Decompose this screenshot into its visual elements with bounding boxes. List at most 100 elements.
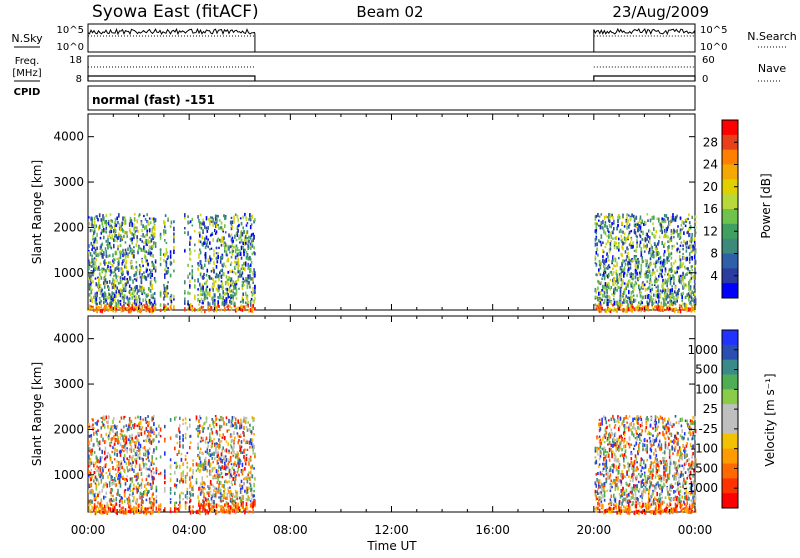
- scatter-cell: [614, 241, 616, 245]
- scatter-cell: [134, 227, 136, 230]
- scatter-cell: [630, 266, 632, 269]
- scatter-cell: [121, 497, 123, 499]
- scatter-cell: [596, 448, 598, 452]
- scatter-cell: [689, 257, 691, 261]
- scatter-cell: [605, 296, 607, 299]
- scatter-cell: [608, 308, 610, 312]
- scatter-cell: [676, 242, 678, 244]
- scatter-cell: [145, 256, 147, 260]
- scatter-cell: [621, 230, 623, 233]
- scatter-cell: [645, 288, 647, 292]
- scatter-cell: [137, 230, 139, 233]
- scatter-cell: [247, 276, 249, 279]
- scatter-cell: [192, 459, 194, 461]
- scatter-cell: [187, 303, 189, 306]
- scatter-cell: [137, 289, 139, 292]
- scatter-cell: [614, 291, 616, 295]
- scatter-cell: [126, 475, 128, 477]
- scatter-cell: [197, 446, 199, 449]
- scatter-cell: [146, 483, 148, 485]
- scatter-cell: [678, 290, 680, 292]
- scatter-cell: [132, 455, 134, 458]
- scatter-cell: [145, 417, 147, 421]
- scatter-cell: [128, 309, 130, 313]
- scatter-cell: [182, 462, 184, 466]
- scatter-cell: [107, 235, 109, 238]
- scatter-cell: [236, 425, 238, 429]
- scatter-cell: [611, 240, 613, 242]
- scatter-cell: [207, 449, 209, 451]
- scatter-cell: [149, 245, 151, 248]
- scatter-cell: [685, 268, 687, 270]
- scatter-cell: [247, 477, 249, 480]
- scatter-cell: [227, 248, 229, 251]
- scatter-cell: [146, 421, 148, 423]
- scatter-cell: [179, 424, 181, 427]
- scatter-cell: [91, 261, 93, 264]
- scatter-cell: [132, 440, 134, 443]
- scatter-cell: [114, 458, 116, 460]
- scatter-cell: [625, 309, 627, 313]
- scatter-cell: [148, 490, 150, 493]
- scatter-cell: [232, 467, 234, 470]
- scatter-cell: [651, 281, 653, 283]
- scatter-cell: [102, 256, 104, 259]
- scatter-cell: [223, 236, 225, 240]
- scatter-cell: [125, 482, 127, 485]
- scatter-cell: [633, 288, 635, 291]
- scatter-cell: [627, 284, 629, 288]
- scatter-cell: [126, 510, 128, 514]
- scatter-cell: [167, 251, 169, 253]
- scatter-cell: [213, 500, 215, 504]
- nsearch-tick-top: 10^5: [700, 25, 727, 36]
- scatter-cell: [204, 309, 206, 313]
- scatter-cell: [167, 295, 169, 298]
- scatter-cell: [643, 244, 645, 248]
- scatter-cell: [242, 301, 244, 304]
- scatter-cell: [199, 430, 201, 434]
- scatter-cell: [691, 296, 693, 299]
- scatter-cell: [632, 308, 634, 310]
- nsearch-tick-bottom: 10^0: [700, 42, 727, 53]
- scatter-cell: [182, 473, 184, 477]
- scatter-cell: [110, 213, 112, 216]
- scatter-cell: [621, 278, 623, 281]
- scatter-cell: [602, 507, 604, 509]
- y-tick-label: 1000: [53, 266, 84, 280]
- scatter-cell: [210, 472, 212, 476]
- scatter-cell: [641, 220, 643, 224]
- scatter-cell: [190, 441, 192, 443]
- scatter-cell: [651, 216, 653, 220]
- scatter-cell: [682, 292, 684, 295]
- scatter-cell: [151, 455, 153, 459]
- scatter-cell: [612, 273, 614, 275]
- scatter-cell: [90, 503, 92, 505]
- scatter-cell: [630, 309, 632, 312]
- scatter-cell: [227, 442, 229, 446]
- scatter-cell: [88, 244, 90, 248]
- scatter-cell: [224, 249, 226, 252]
- scatter-cell: [165, 230, 167, 234]
- scatter-cell: [222, 236, 224, 240]
- scatter-cell: [240, 301, 242, 303]
- freq-trace-line: [594, 76, 695, 81]
- scatter-cell: [242, 463, 244, 467]
- scatter-cell: [228, 419, 230, 423]
- scatter-cell: [105, 278, 107, 282]
- scatter-cell: [636, 216, 638, 220]
- scatter-cell: [674, 290, 676, 293]
- scatter-cell: [216, 275, 218, 278]
- scatter-cell: [185, 433, 187, 435]
- scatter-cell: [227, 282, 229, 286]
- scatter-cell: [148, 459, 150, 462]
- scatter-cell: [201, 306, 203, 309]
- scatter-cell: [252, 215, 254, 219]
- scatter-cell: [114, 425, 116, 429]
- scatter-cell: [237, 421, 239, 423]
- scatter-cell: [181, 478, 183, 482]
- scatter-cell: [115, 230, 117, 232]
- scatter-cell: [682, 278, 684, 282]
- scatter-cell: [228, 429, 230, 431]
- scatter-cell: [598, 225, 600, 227]
- freq-label-line2: [MHz]: [12, 68, 41, 79]
